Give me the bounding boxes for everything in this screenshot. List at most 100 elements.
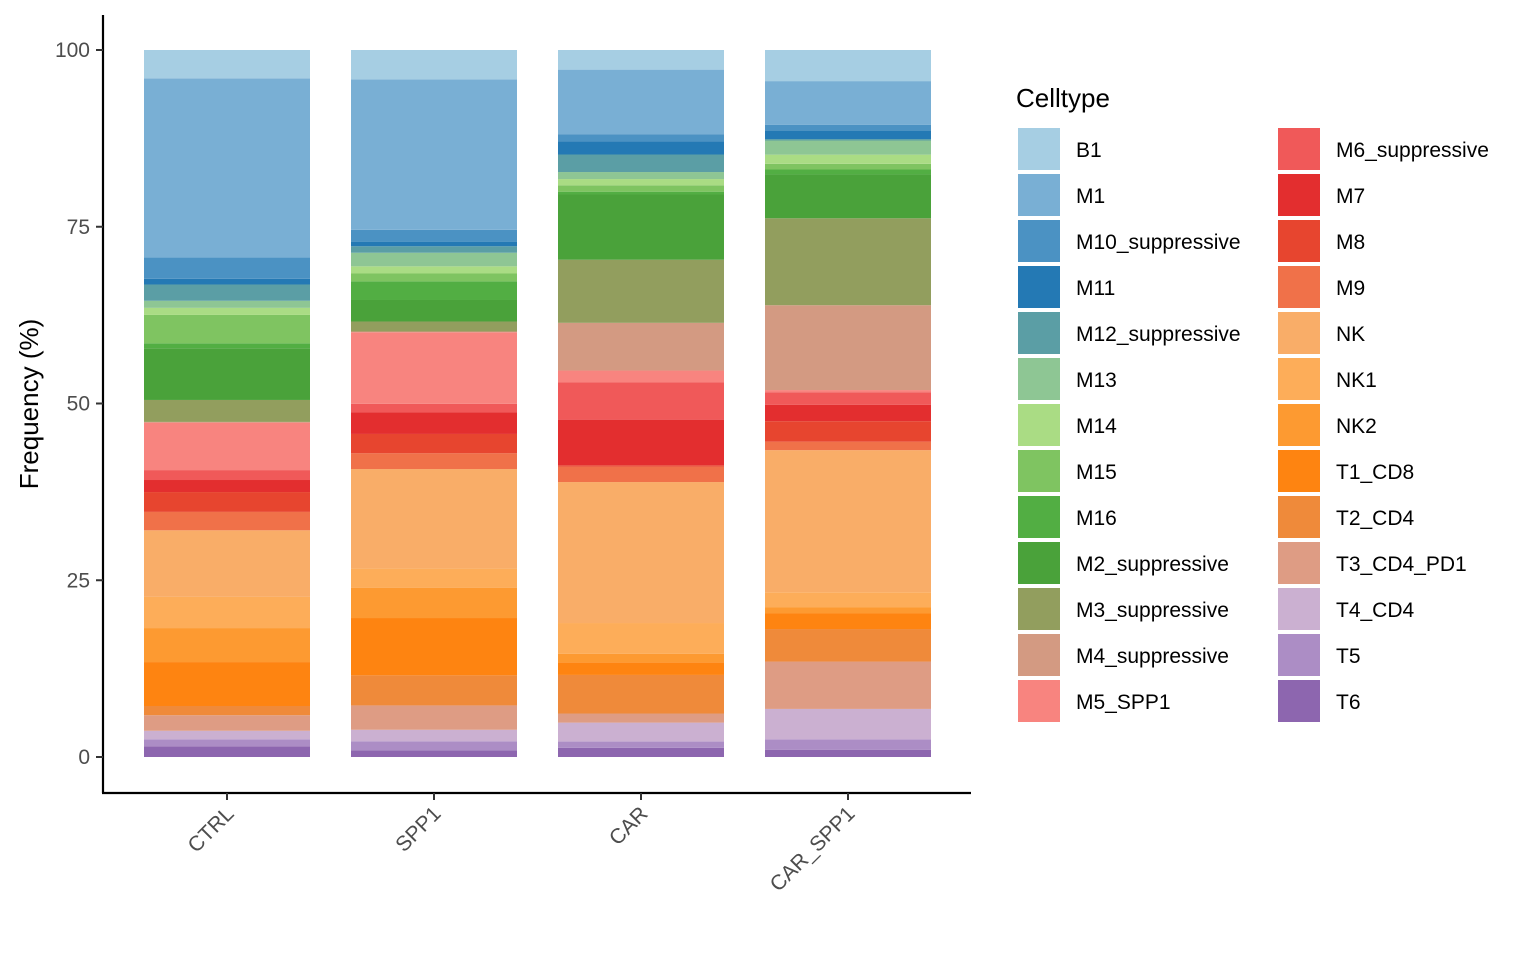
legend-label: M8 — [1336, 231, 1365, 254]
bar-segment-car-t6 — [558, 747, 724, 757]
legend-label: M10_suppressive — [1076, 231, 1241, 254]
legend-swatch-nk1 — [1278, 358, 1320, 400]
bar-segment-car-spp1-m7 — [765, 404, 931, 422]
bar-segment-car-m10-suppressive — [558, 134, 724, 142]
legend-swatch-m10-suppressive — [1018, 220, 1060, 262]
bar-segment-car-m4-suppressive — [558, 322, 724, 371]
bar-segment-car-spp1-m12-suppressive — [765, 139, 931, 141]
bar-segment-car-nk — [558, 482, 724, 624]
bar-segment-car-b1 — [558, 50, 724, 70]
bar-segment-ctrl-m6-suppressive — [144, 470, 310, 481]
bar-segment-car-m6-suppressive — [558, 382, 724, 420]
legend-label: NK — [1336, 323, 1365, 346]
legend-label: NK2 — [1336, 415, 1377, 438]
bar-segment-spp1-t1-cd8 — [351, 618, 517, 676]
legend-label: M1 — [1076, 185, 1105, 208]
legend-swatch-m6-suppressive — [1278, 128, 1320, 170]
bar-segment-car-spp1-m1 — [765, 81, 931, 125]
bar-segment-car-spp1-b1 — [765, 50, 931, 82]
y-tick-label: 75 — [67, 216, 90, 239]
legend-label: B1 — [1076, 139, 1102, 162]
bar-segment-spp1-m14 — [351, 266, 517, 274]
legend-swatch-m7 — [1278, 174, 1320, 216]
bar-segment-car-m13 — [558, 172, 724, 180]
legend-label: T2_CD4 — [1336, 507, 1415, 530]
bar-segment-spp1-t2-cd4 — [351, 675, 517, 706]
bar-segment-car-spp1-m10-suppressive — [765, 124, 931, 131]
bar-segment-ctrl-m3-suppressive — [144, 399, 310, 422]
bar-segment-car-spp1-t2-cd4 — [765, 629, 931, 662]
bar-segment-car-t1-cd8 — [558, 662, 724, 675]
bar-segment-ctrl-m4-suppressive — [144, 421, 310, 423]
bar-segment-spp1-t5 — [351, 741, 517, 751]
legend-label: M6_suppressive — [1336, 139, 1489, 162]
bar-segment-car-spp1-m15 — [765, 163, 931, 170]
bar-segment-ctrl-m12-suppressive — [144, 284, 310, 301]
legend-swatch-t1-cd8 — [1278, 450, 1320, 492]
bar-segment-car-m12-suppressive — [558, 154, 724, 173]
bar-segment-ctrl-m9 — [144, 511, 310, 531]
bar-segment-spp1-m7 — [351, 412, 517, 434]
x-tick-label: CAR_SPP1 — [766, 802, 860, 896]
legend-swatch-m9 — [1278, 266, 1320, 308]
bar-segment-car-spp1-nk — [765, 450, 931, 593]
bar-segment-spp1-m1 — [351, 79, 517, 230]
y-tick-label: 25 — [67, 569, 90, 592]
legend-title: Celltype — [1016, 83, 1110, 113]
bar-segment-ctrl-m14 — [144, 307, 310, 315]
bar-segment-car-spp1-m5-spp1 — [765, 390, 931, 393]
bar-segment-spp1-t6 — [351, 750, 517, 757]
bar-segment-ctrl-m15 — [144, 314, 310, 344]
bar-segment-ctrl-m5-spp1 — [144, 422, 310, 471]
bar-segment-spp1-m12-suppressive — [351, 246, 517, 253]
y-tick-label: 100 — [55, 39, 90, 62]
legend-swatch-m2-suppressive — [1018, 542, 1060, 584]
legend-label: M2_suppressive — [1076, 553, 1229, 576]
bar-segment-car-spp1-m11 — [765, 130, 931, 140]
bar-segment-ctrl-m1 — [144, 78, 310, 258]
bar-segment-car-m8 — [558, 465, 724, 467]
x-tick-label: CAR — [605, 802, 653, 850]
y-tick-label: 50 — [67, 393, 90, 416]
bar-segment-car-spp1-t6 — [765, 749, 931, 757]
legend-label: T6 — [1336, 691, 1361, 714]
bar-segment-ctrl-t4-cd4 — [144, 730, 310, 740]
legend-swatch-t6 — [1278, 680, 1320, 722]
bar-segment-car-spp1-nk2 — [765, 607, 931, 614]
bar-segment-spp1-m4-suppressive — [351, 331, 517, 333]
bar-segment-spp1-nk1 — [351, 568, 517, 588]
legend-swatch-m11 — [1018, 266, 1060, 308]
legend-label: M5_SPP1 — [1076, 691, 1171, 714]
bar-segment-car-nk2 — [558, 653, 724, 663]
bar-segment-car-t2-cd4 — [558, 674, 724, 714]
legend-label: M12_suppressive — [1076, 323, 1241, 346]
bar-segment-spp1-m16 — [351, 281, 517, 300]
bar-segment-car-spp1-nk1 — [765, 592, 931, 608]
legend-swatch-m8 — [1278, 220, 1320, 262]
bar-segment-ctrl-t6 — [144, 746, 310, 757]
bar-segment-car-spp1-m2-suppressive — [765, 174, 931, 219]
legend-label: M16 — [1076, 507, 1117, 530]
legend-label: M7 — [1336, 185, 1365, 208]
bar-segment-car-m5-spp1 — [558, 370, 724, 383]
bar-segment-spp1-m6-suppressive — [351, 403, 517, 413]
bar-segment-car-t4-cd4 — [558, 722, 724, 742]
y-axis-title: Frequency (%) — [14, 319, 44, 490]
legend-label: M14 — [1076, 415, 1117, 438]
bar-segment-car-spp1-m8 — [765, 421, 931, 442]
bar-segment-car-m15 — [558, 185, 724, 192]
bar-segment-spp1-t3-cd4-pd1 — [351, 705, 517, 730]
legend-label: M9 — [1336, 277, 1365, 300]
bar-segment-ctrl-m2-suppressive — [144, 348, 310, 400]
legend-label: T5 — [1336, 645, 1361, 668]
bar-segment-car-m1 — [558, 69, 724, 135]
legend-label: T1_CD8 — [1336, 461, 1414, 484]
legend-swatch-t4-cd4 — [1278, 588, 1320, 630]
legend-swatch-nk — [1278, 312, 1320, 354]
legend-swatch-m15 — [1018, 450, 1060, 492]
legend-swatch-b1 — [1018, 128, 1060, 170]
bar-segment-car-m3-suppressive — [558, 259, 724, 323]
bar-segment-car-m14 — [558, 179, 724, 186]
legend-swatch-m4-suppressive — [1018, 634, 1060, 676]
